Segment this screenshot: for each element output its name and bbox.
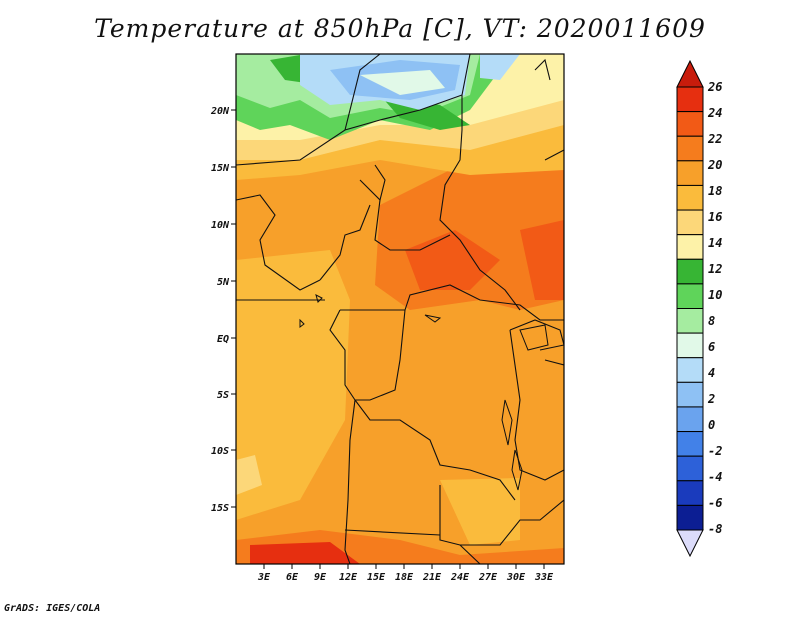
temperature-field [236,54,564,564]
lat-labels: 20N 15N 10N 5N EQ 5S 10S 15S [210,106,230,514]
lon-label: 12E [339,572,358,583]
lat-label: 10S [211,446,229,457]
colorbar-swatch [676,135,704,162]
grads-credit: GrADS: IGES/COLA [4,603,101,614]
colorbar-label: 14 [708,236,722,250]
lat-label: 20N [210,106,230,117]
colorbar-swatch [676,381,704,408]
colorbar: 26 24 22 20 18 16 14 12 10 8 6 4 2 0 -2 … [676,59,722,558]
lon-label: 18E [395,572,414,583]
lat-label: 15S [211,503,229,514]
colorbar-swatch [676,357,704,383]
colorbar-bottom-arrow [676,529,704,558]
colorbar-label: 8 [708,314,715,328]
lon-label: 3E [257,572,271,583]
lon-label: 33E [534,572,554,583]
lake-outlines [299,294,549,491]
lat-label: 15N [211,163,230,174]
colorbar-label: -2 [708,444,722,458]
colorbar-swatch [676,160,704,186]
lat-label: 5S [217,390,229,401]
lon-ticks [263,564,545,569]
colorbar-label: 4 [708,366,715,380]
colorbar-top-arrow [676,59,704,88]
lat-label: 10N [211,220,230,231]
colorbar-label: 24 [707,106,722,120]
colorbar-label: -8 [708,522,722,536]
colorbar-label: -6 [708,496,722,510]
colorbar-label: 22 [707,132,722,146]
lon-label: 6E [286,572,299,583]
colorbar-label: -4 [708,470,722,484]
lon-label: 30E [506,572,526,583]
map-frame [235,53,565,565]
colorbar-label: 26 [707,80,722,94]
lon-label: 24E [450,572,470,583]
lat-ticks [231,109,236,508]
colorbar-label: 16 [708,210,722,224]
colorbar-swatch [676,283,704,310]
colorbar-swatch [676,111,704,137]
colorbar-label: 20 [707,158,722,172]
colorbar-label: 6 [708,340,715,354]
colorbar-swatch [676,184,704,211]
country-borders [236,54,564,564]
lon-labels: 3E 6E 9E 12E 15E 18E 21E 24E 27E 30E 33E [257,572,554,583]
colorbar-swatch [676,86,704,113]
colorbar-swatch [676,332,704,359]
lon-label: 27E [478,572,498,583]
lon-label: 9E [314,572,327,583]
colorbar-swatch [676,480,704,506]
colorbar-label: 2 [707,392,715,406]
colorbar-label: 18 [708,184,722,198]
colorbar-swatch [676,455,704,482]
colorbar-label: 10 [708,288,722,302]
map-title: Temperature at 850hPa [C], VT: 202001160… [94,14,706,43]
lon-label: 21E [422,572,442,583]
colorbar-swatch [676,308,704,334]
lat-label: EQ [217,334,229,345]
colorbar-label: 12 [708,262,722,276]
colorbar-swatch [676,209,704,236]
colorbar-swatch [676,504,704,531]
lat-label: 5N [217,277,230,288]
colorbar-label: 0 [708,418,715,432]
colorbar-swatch [676,431,704,457]
colorbar-swatch [676,406,704,433]
colorbar-swatch [676,234,704,260]
lon-label: 15E [367,572,386,583]
colorbar-swatch [676,258,704,285]
